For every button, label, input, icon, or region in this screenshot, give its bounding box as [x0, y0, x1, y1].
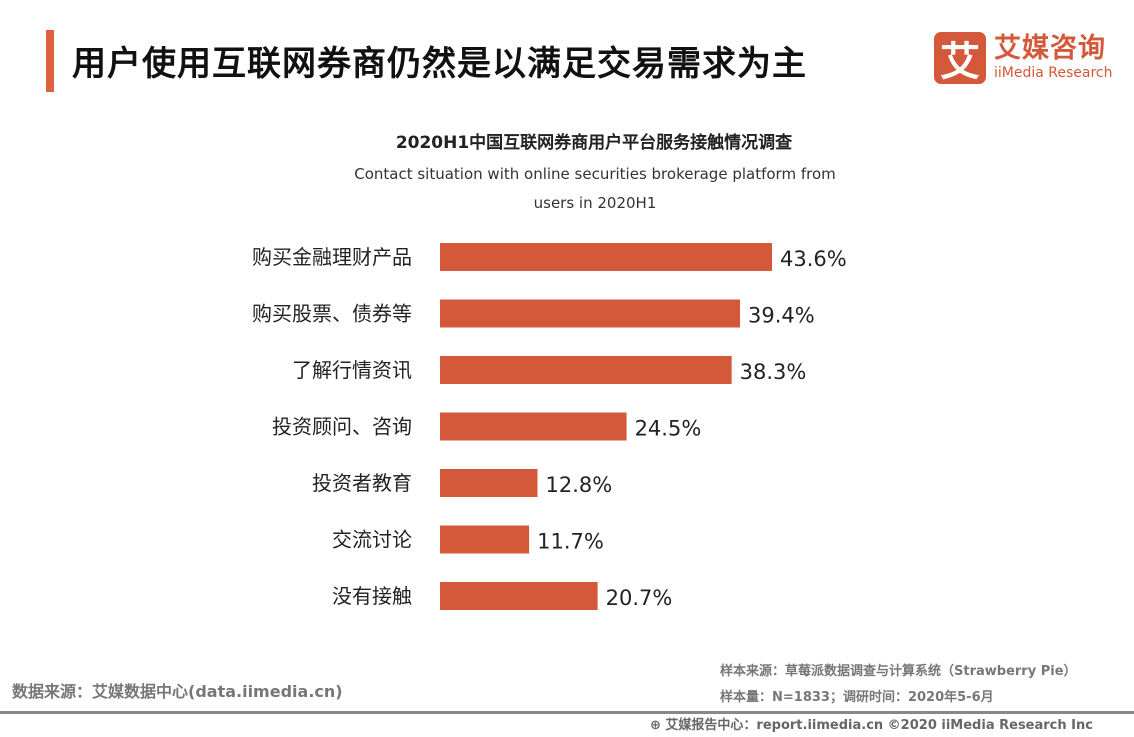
logo-en: iiMedia Research — [994, 65, 1113, 81]
value-label: 38.3% — [740, 360, 807, 384]
bar — [440, 243, 773, 271]
value-label: 20.7% — [606, 586, 673, 610]
iimedia-logo: 艾 艾媒咨询 iiMedia Research — [934, 32, 1113, 85]
category-label: 没有接触 — [332, 584, 412, 608]
logo-cn: 艾媒咨询 — [994, 33, 1106, 64]
category-label: 投资顾问、咨询 — [272, 415, 412, 439]
title-accent-bar — [46, 30, 54, 92]
category-label: 购买股票、债券等 — [252, 302, 412, 326]
page-title: 用户使用互联网券商仍然是以满足交易需求为主 — [72, 44, 807, 84]
bar — [440, 582, 598, 610]
bar — [440, 299, 741, 328]
globe-icon: ⊕ — [650, 718, 666, 733]
logo-mark: 艾 — [934, 32, 986, 85]
category-label: 交流讨论 — [332, 528, 412, 552]
value-label: 12.8% — [545, 473, 612, 497]
bar — [440, 525, 530, 554]
sample-size: 样本量：N=1833；调研时间：2020年5-6月 — [720, 690, 994, 705]
sample-source: 样本来源：草莓派数据调查与计算系统（Strawberry Pie） — [720, 664, 1077, 679]
value-label: 39.4% — [748, 304, 815, 328]
value-label: 24.5% — [635, 417, 702, 441]
report-center-text: 艾媒报告中心：report.iimedia.cn ©2020 iiMedia R… — [665, 718, 1093, 733]
footer-divider — [0, 711, 1134, 714]
value-label: 43.6% — [780, 247, 847, 271]
chart-title: 2020H1中国互联网券商用户平台服务接触情况调查 — [395, 133, 793, 153]
data-source: 数据来源：艾媒数据中心(data.iimedia.cn) — [12, 682, 343, 701]
bar — [440, 356, 732, 384]
value-label: 11.7% — [537, 530, 604, 554]
report-center: ⊕ 艾媒报告中心：report.iimedia.cn ©2020 iiMedia… — [650, 714, 1093, 733]
category-label: 了解行情资讯 — [292, 358, 412, 382]
bar — [440, 469, 538, 497]
category-label: 购买金融理财产品 — [252, 245, 412, 269]
bar — [440, 412, 627, 441]
chart-subtitle: Contact situation with online securities… — [354, 165, 836, 212]
category-label: 投资者教育 — [312, 471, 412, 495]
